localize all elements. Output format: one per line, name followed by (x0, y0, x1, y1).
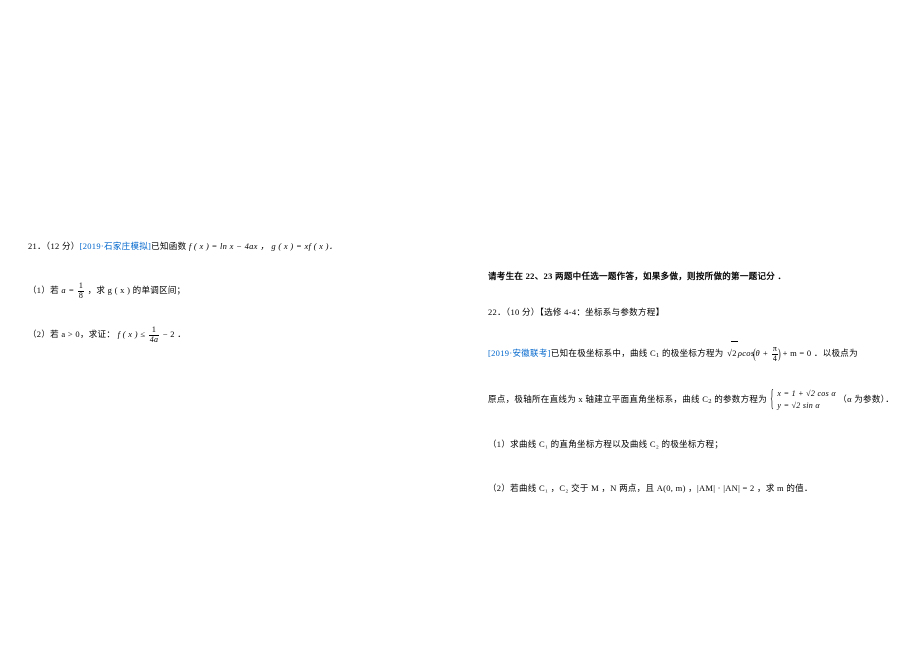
q21-part1-fraction: 1 8 (77, 282, 85, 300)
q22-part2-text-a: （2）若曲线 C₁ ，C₂ 交于 M ，N 两点，且 A(0, m) ， (488, 483, 697, 493)
q22-part2: （2）若曲线 C₁ ，C₂ 交于 M ，N 两点，且 A(0, m) ，|AM|… (488, 477, 892, 499)
q22-body-line1: [2019·安徽联考]已知在极坐标系中，曲线 C1 的极坐标方程为 2ρcos(… (488, 337, 892, 373)
q21-part2-f: f ( x ) ≤ (118, 329, 146, 339)
q22-text-d: 的参数方程为 (712, 394, 770, 404)
q21-intro-text: 已知函数 (151, 241, 186, 251)
q21-part2-label: （2）若 a > 0，求证： (28, 329, 115, 339)
frac-denominator: 4a (149, 336, 160, 344)
sqrt-icon: 2 (726, 341, 738, 365)
q22-part2-text-b: |AM| · |AN| = 2 ，求 m 的值． (697, 483, 813, 493)
q22-eq-tail: + m = 0 ．以极点为 (783, 348, 858, 358)
q21-part1-label: （1）若 (28, 285, 59, 295)
q21-number-points: 21．（12 分） (28, 241, 80, 251)
frac-denominator: 8 (78, 292, 84, 300)
q21-part1: （1）若 a = 1 8 ，求 g ( x ) 的单调区间； (28, 279, 432, 301)
q21-part2: （2）若 a > 0，求证： f ( x ) ≤ 1 4a − 2 ． (28, 323, 432, 345)
q22-part1: （1）求曲线 C₁ 的直角坐标方程以及曲线 C₂ 的极坐标方程； (488, 433, 892, 455)
right-paren-icon: ) (778, 337, 781, 373)
q21-f-definition: f ( x ) = ln x − 4ax ， (189, 241, 269, 251)
q22-rho-cos: ρcos (738, 348, 755, 358)
q22-header: 22．（10 分）【选修 4-4：坐标系与参数方程】 (488, 301, 892, 323)
radicand: 2 (731, 341, 738, 364)
q22-text-c: 原点，极轴所在直线为 x 轴建立平面直角坐标系，曲线 C (488, 394, 708, 404)
q21-source-link: [2019·石家庄模拟] (80, 241, 152, 251)
right-column: 请考生在 22、23 两题中任选一题作答，如果多做，则按所做的第一题记分 ． 2… (460, 0, 920, 651)
q21-part1-tail: ，求 g ( x ) 的单调区间； (88, 285, 186, 295)
q21-header: 21．（12 分）[2019·石家庄模拟]已知函数 f ( x ) = ln x… (28, 235, 432, 257)
q22-text-b: 的极坐标方程为 (660, 348, 724, 358)
instruction-text: 请考生在 22、23 两题中任选一题作答，如果多做，则按所做的第一题记分 ． (488, 271, 786, 281)
q22-text-a: 已知在极坐标系中，曲线 C (551, 348, 656, 358)
exam-instruction: 请考生在 22、23 两题中任选一题作答，如果多做，则按所做的第一题记分 ． (488, 265, 892, 287)
case-y: y = √2 sin α (777, 400, 835, 411)
q21-part2-tail: − 2 ． (163, 329, 186, 339)
case-x: x = 1 + √2 cos α (777, 388, 835, 399)
q22-body-line2: 原点，极轴所在直线为 x 轴建立平面直角坐标系，曲线 C2 的参数方程为 x =… (488, 388, 892, 411)
q21-g-definition: g ( x ) = xf ( x )． (271, 241, 337, 251)
parametric-cases: x = 1 + √2 cos α y = √2 sin α (769, 388, 835, 410)
q22-theta-plus: θ + (755, 348, 768, 358)
q21-part2-fraction: 1 4a (148, 326, 161, 344)
q22-part1-text: （1）求曲线 C₁ 的直角坐标方程以及曲线 C₂ 的极坐标方程； (488, 439, 723, 449)
q22-number-topic: 22．（10 分）【选修 4-4：坐标系与参数方程】 (488, 307, 664, 317)
left-column: 21．（12 分）[2019·石家庄模拟]已知函数 f ( x ) = ln x… (0, 0, 460, 651)
q21-part1-a-equals: a = (61, 285, 74, 295)
q22-text-e: （α 为参数）． (838, 394, 894, 404)
q22-source-link: [2019·安徽联考] (488, 348, 551, 358)
